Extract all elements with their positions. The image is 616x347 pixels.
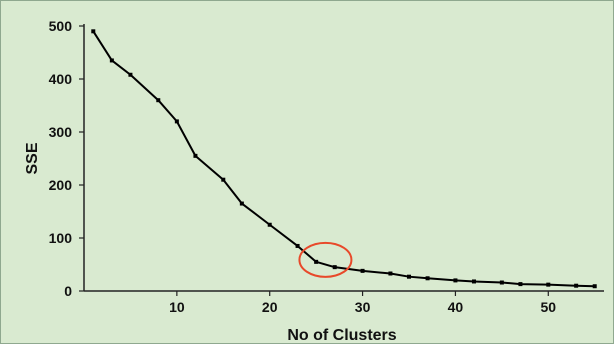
data-point	[574, 283, 579, 288]
y-tick-label: 500	[49, 18, 73, 34]
data-point	[239, 201, 244, 206]
y-tick-label: 400	[49, 71, 73, 87]
series-layer	[91, 29, 597, 289]
y-tick-label: 200	[49, 177, 73, 193]
data-point	[518, 282, 523, 287]
data-point	[109, 58, 114, 63]
data-point	[592, 284, 597, 289]
data-point	[499, 280, 504, 285]
y-ticks: 0 100 200 300 400 500	[49, 18, 84, 299]
elbow-highlight-circle	[298, 241, 353, 278]
data-point	[128, 72, 133, 77]
y-tick-label: 0	[64, 283, 72, 299]
axes	[83, 24, 604, 292]
data-point	[91, 29, 96, 34]
x-ticks: 10 20 30 40 50	[169, 291, 556, 315]
data-point	[193, 153, 198, 158]
data-point	[156, 98, 161, 103]
data-point	[472, 279, 476, 284]
data-point	[453, 278, 458, 283]
data-point	[295, 243, 300, 248]
annotation-layer	[298, 241, 353, 278]
data-point	[332, 265, 337, 270]
data-point	[388, 271, 393, 276]
data-point	[407, 274, 411, 279]
y-axis-title: SSE	[24, 142, 41, 174]
x-tick-label: 10	[169, 299, 185, 315]
x-axis-title: No of Clusters	[287, 327, 396, 344]
data-point	[546, 282, 551, 287]
data-point	[267, 222, 272, 227]
x-tick-label: 20	[262, 299, 278, 315]
x-tick-label: 40	[448, 299, 464, 315]
data-point	[425, 276, 430, 281]
y-tick-label: 100	[49, 230, 73, 246]
data-point	[221, 177, 226, 182]
x-tick-label: 30	[355, 299, 371, 315]
data-point	[314, 259, 319, 264]
x-tick-label: 50	[540, 299, 556, 315]
data-point	[360, 268, 365, 273]
y-tick-label: 300	[49, 124, 73, 140]
data-point	[174, 119, 179, 124]
